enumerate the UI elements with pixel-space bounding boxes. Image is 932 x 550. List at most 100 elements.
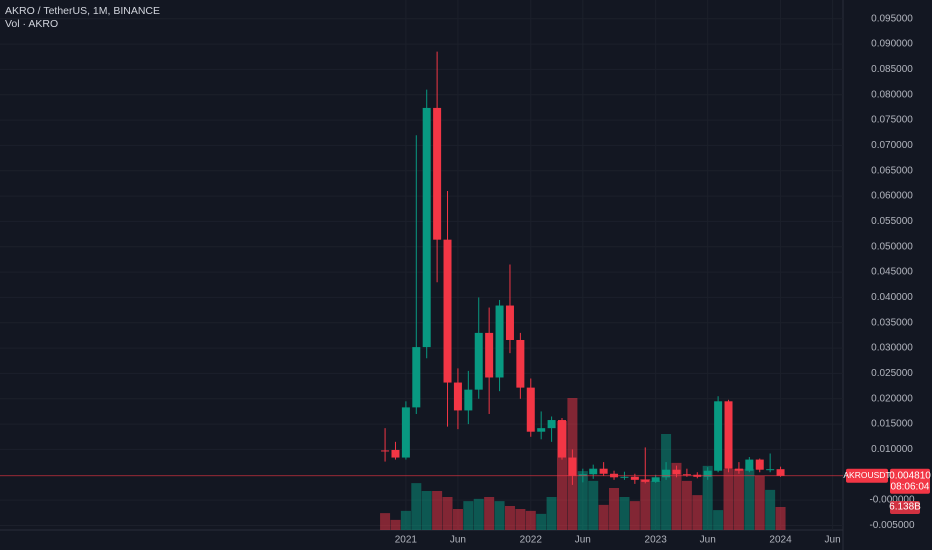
candle-body [724,401,733,469]
y-tick-label: 0.030000 [871,343,913,354]
y-tick-label: 0.085000 [871,64,913,75]
volume-bar [713,510,724,530]
candle-body [568,457,577,476]
y-tick-label: 0.090000 [871,39,913,50]
volume-bar [733,468,744,530]
candle-body [401,407,410,458]
candle-body [682,474,691,476]
x-tick-label: 2023 [645,535,668,546]
volume-bar [390,519,401,530]
candle-body [599,468,608,474]
candle-body [620,476,629,478]
volume-bar [754,476,765,530]
y-tick-label: 0.095000 [871,13,913,24]
last-volume-label: 6.138B [889,502,921,513]
chart-subtitle: Vol · AKRO [5,18,58,30]
y-tick-label: -0.000000 [869,495,914,506]
candle-body [505,305,514,340]
x-tick-label: 2021 [395,535,418,546]
candle-body [474,332,483,390]
volume-bar [536,513,547,530]
candle-body [641,479,650,482]
volume-bar [681,480,692,530]
candle-body [433,107,442,240]
volume-bar [723,468,734,530]
candle-body [558,420,566,458]
y-tick-label: 0.020000 [871,393,913,404]
volume-bar [411,483,422,530]
symbol-label: AKROUSDT [843,470,890,480]
x-tick-label: Jun [450,535,466,546]
y-tick-label: 0.080000 [871,89,913,100]
y-tick-label: 0.010000 [871,444,913,455]
volume-bar [452,509,463,530]
volume-bar [765,489,776,530]
volume-bar [463,501,474,530]
volume-bar [702,465,713,530]
volume-bar [473,498,484,530]
candle-body [755,459,764,470]
symbol-tag [846,468,888,483]
x-tick-label: Jun [825,535,841,546]
candle-body [714,401,723,471]
volume-bar [619,497,630,530]
volume-bar [744,468,755,530]
candle-body [745,459,754,471]
candle-body [703,470,712,477]
volume-bar [671,462,682,530]
candle-body [412,347,421,408]
candle-body [391,449,400,458]
volume-bar [484,497,495,530]
volume-bar [598,504,609,530]
x-tick-label: 2024 [769,535,792,546]
y-tick-label: 0.025000 [871,368,913,379]
volume-bar [380,513,391,530]
candle-body [537,428,546,432]
volume-bar [494,501,505,530]
candle-body [578,474,587,476]
y-tick-label: 0.015000 [871,419,913,430]
volume-bar [400,510,411,530]
volume-bar [650,480,661,530]
volume-tag [890,500,920,514]
y-tick-label: -0.005000 [869,520,914,531]
volume-bar [588,480,599,530]
y-tick-label: 0.045000 [871,267,913,278]
candle-body [547,420,556,429]
y-tick-label: 0.075000 [871,115,913,126]
volume-bar [515,509,526,530]
candle-body [464,389,473,411]
chart-title: AKRO / TetherUS, 1M, BINANCE [5,5,160,17]
y-tick-label: 0.060000 [871,191,913,202]
candle-body [495,305,504,378]
last-price-label: 0.004810 [889,470,931,481]
x-tick-label: 2022 [520,535,543,546]
y-tick-label: 0.040000 [871,292,913,303]
x-tick-label: Jun [575,535,591,546]
volume-bar [546,497,557,530]
countdown-label: 08:06:04 [891,481,930,492]
candle-body [526,387,535,432]
y-tick-label: 0.035000 [871,317,913,328]
volume-bar [661,434,672,530]
volume-bar [525,510,536,530]
candle-body [381,450,390,452]
volume-bar [775,506,786,530]
volume-bar [629,501,640,530]
volume-bar [421,491,432,530]
candle-body [422,107,431,348]
candle-body [734,468,743,471]
candle-body [776,469,785,476]
y-tick-label: 0.065000 [871,165,913,176]
volume-bar [577,471,588,530]
volume-bar [432,491,443,530]
y-tick-label: 0.055000 [871,216,913,227]
candle-body [651,477,660,482]
y-tick-label: 0.050000 [871,241,913,252]
candle-body [516,339,525,388]
volume-bar [609,488,620,530]
candle-body [630,476,639,480]
volume-bar [692,495,703,530]
